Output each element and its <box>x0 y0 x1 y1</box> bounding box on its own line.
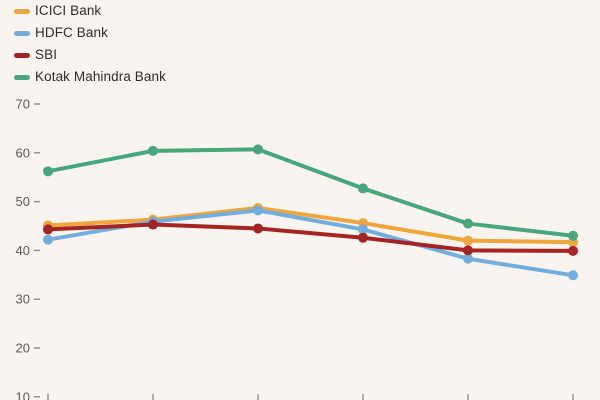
legend-swatch-hdfc-bank <box>14 30 30 36</box>
data-point-sbi <box>148 219 158 230</box>
data-point-hdfc-bank <box>253 205 263 216</box>
legend-item-icici-bank: ICICI Bank <box>14 0 166 22</box>
legend-label-kotak-mahindra-bank: Kotak Mahindra Bank <box>35 69 166 84</box>
data-point-icici-bank <box>463 235 473 246</box>
data-point-hdfc-bank <box>358 224 368 235</box>
legend-item-sbi: SBI <box>14 44 166 66</box>
legend-item-hdfc-bank: HDFC Bank <box>14 22 166 44</box>
data-point-hdfc-bank <box>463 253 473 264</box>
y-axis-tick-label: 10 <box>16 389 30 400</box>
data-point-sbi <box>43 224 53 235</box>
legend-label-icici-bank: ICICI Bank <box>35 3 102 18</box>
series-line-kotak-mahindra-bank <box>46 147 575 238</box>
data-point-sbi <box>253 223 263 234</box>
data-point-kotak-mahindra-bank <box>358 183 368 194</box>
data-point-sbi <box>568 245 578 256</box>
series-line-icici-bank <box>46 205 575 245</box>
data-point-hdfc-bank <box>43 234 53 245</box>
legend-item-kotak-mahindra-bank: Kotak Mahindra Bank <box>14 66 166 88</box>
legend-label-sbi: SBI <box>35 47 58 62</box>
legend-swatch-icici-bank <box>14 8 30 14</box>
legend-swatch-sbi <box>14 52 30 58</box>
data-point-kotak-mahindra-bank <box>463 218 473 229</box>
data-point-kotak-mahindra-bank <box>148 145 158 156</box>
legend-swatch-kotak-mahindra-bank <box>14 74 30 80</box>
y-axis-tick-label: 20 <box>16 341 30 356</box>
data-point-kotak-mahindra-bank <box>43 166 53 177</box>
legend-label-hdfc-bank: HDFC Bank <box>35 25 108 40</box>
y-axis-tick-label: 30 <box>16 292 30 307</box>
data-point-sbi <box>358 232 368 243</box>
data-point-hdfc-bank <box>568 270 578 281</box>
data-point-kotak-mahindra-bank <box>253 144 263 155</box>
data-point-kotak-mahindra-bank <box>568 230 578 241</box>
y-axis-tick-label: 50 <box>16 194 30 209</box>
chart-legend: ICICI Bank HDFC Bank SBI Kotak Mahindra … <box>14 0 166 88</box>
y-axis-tick-label: 70 <box>16 97 30 112</box>
y-axis-tick-label: 60 <box>16 145 30 160</box>
y-axis-tick-label: 40 <box>16 243 30 258</box>
data-point-sbi <box>463 245 473 256</box>
series-line-sbi <box>46 222 575 253</box>
